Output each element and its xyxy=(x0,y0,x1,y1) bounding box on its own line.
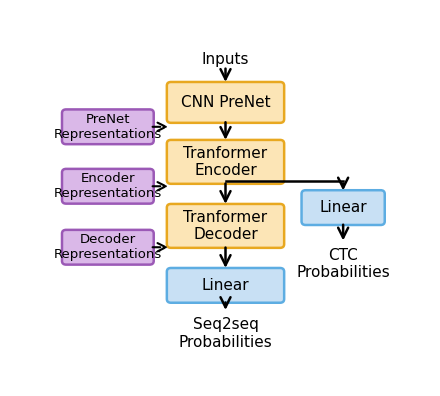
Text: Decoder
Representations: Decoder Representations xyxy=(54,233,162,261)
FancyBboxPatch shape xyxy=(62,109,154,144)
Text: PreNet
Representations: PreNet Representations xyxy=(54,113,162,141)
Text: Inputs: Inputs xyxy=(202,52,249,67)
Text: Tranformer
Encoder: Tranformer Encoder xyxy=(183,146,268,178)
FancyBboxPatch shape xyxy=(301,190,385,225)
Text: Encoder
Representations: Encoder Representations xyxy=(54,172,162,200)
Text: Tranformer
Decoder: Tranformer Decoder xyxy=(183,210,268,242)
FancyBboxPatch shape xyxy=(167,268,284,303)
FancyBboxPatch shape xyxy=(167,204,284,248)
Text: CNN PreNet: CNN PreNet xyxy=(181,95,270,110)
Text: Linear: Linear xyxy=(319,200,367,215)
FancyBboxPatch shape xyxy=(62,169,154,204)
Text: Linear: Linear xyxy=(202,278,249,293)
Text: Seq2seq
Probabilities: Seq2seq Probabilities xyxy=(179,317,272,350)
FancyBboxPatch shape xyxy=(167,82,284,123)
FancyBboxPatch shape xyxy=(167,140,284,184)
Text: CTC
Probabilities: CTC Probabilities xyxy=(296,248,390,280)
FancyBboxPatch shape xyxy=(62,230,154,265)
